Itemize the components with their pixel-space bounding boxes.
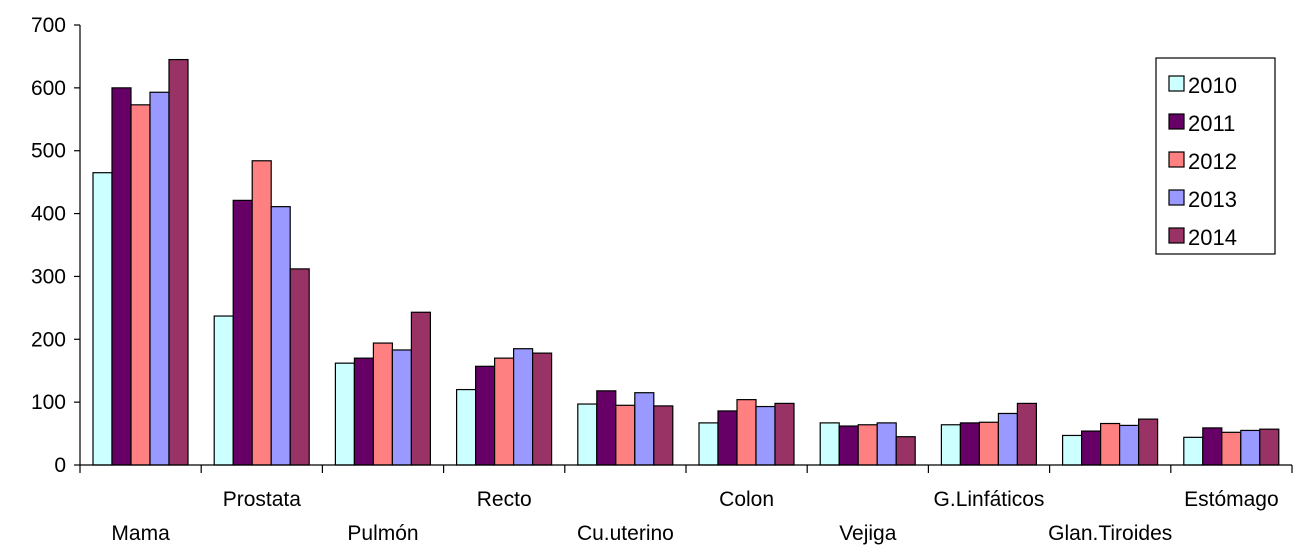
bar-2013-4	[634, 392, 655, 466]
category-label: Mama	[111, 522, 170, 545]
category-label: Vejiga	[839, 522, 897, 545]
y-tick-label: 500	[31, 140, 66, 163]
bar-2014-2	[410, 311, 431, 466]
bar-2011-4	[596, 390, 617, 466]
bar-2012-0	[130, 104, 151, 466]
legend-label-2014: 2014	[1188, 225, 1237, 250]
bar-2013-5	[755, 405, 776, 466]
bar-2012-3	[494, 357, 515, 466]
category-label: Colon	[719, 488, 774, 511]
bar-2011-5	[717, 410, 738, 466]
legend-swatch-2012	[1168, 151, 1185, 168]
bar-2014-0	[168, 58, 189, 466]
category-label: Glan.Tiroides	[1048, 522, 1172, 545]
bar-2014-8	[1137, 418, 1159, 466]
y-tick-label: 600	[31, 77, 66, 100]
bar-2013-3	[512, 348, 534, 466]
legend-label-2011: 2011	[1188, 111, 1235, 136]
bar-2014-6	[895, 436, 916, 466]
bar-2011-0	[111, 87, 132, 466]
bar-2012-1	[251, 160, 272, 466]
bar-2014-5	[774, 402, 795, 466]
bar-2010-2	[334, 362, 355, 466]
bar-2011-3	[475, 365, 496, 466]
bar-2013-9	[1240, 429, 1261, 466]
bar-2010-9	[1183, 436, 1204, 466]
bar-2011-6	[838, 425, 859, 466]
bar-2012-5	[736, 399, 757, 466]
bar-2012-6	[857, 424, 878, 466]
legend: 2010 2011 2012 2013 2014	[1155, 57, 1276, 255]
bar-2013-2	[391, 349, 412, 466]
legend-swatch-2010	[1168, 75, 1185, 92]
legend-label-2012: 2012	[1188, 149, 1237, 174]
bar-2014-3	[531, 352, 553, 466]
bar-2011-9	[1202, 427, 1223, 466]
bar-2014-9	[1259, 428, 1280, 466]
category-label: Cu.uterino	[577, 522, 674, 545]
category-label: Prostata	[223, 488, 302, 511]
bar-2013-0	[149, 91, 170, 466]
bar-2013-6	[876, 422, 897, 466]
bar-2010-3	[456, 388, 477, 466]
bar-2014-1	[289, 268, 310, 466]
category-label: Pulmón	[347, 522, 418, 545]
y-tick-label: 700	[31, 14, 66, 37]
bar-2011-8	[1080, 430, 1102, 466]
legend-swatch-2014	[1168, 227, 1185, 244]
bar-2014-4	[653, 405, 674, 466]
y-tick-label: 0	[54, 454, 66, 477]
bar-2011-7	[959, 422, 981, 466]
legend-label-2010: 2010	[1188, 73, 1237, 98]
bar-2010-5	[698, 422, 719, 466]
bar-2012-4	[615, 404, 636, 466]
bars-layer	[92, 58, 1280, 466]
y-tick-label: 100	[31, 391, 66, 414]
bar-2012-7	[978, 421, 1000, 466]
bar-2010-6	[819, 422, 840, 466]
legend-swatch-2011	[1168, 113, 1185, 130]
bar-2011-1	[232, 199, 253, 466]
bar-2013-1	[270, 206, 291, 466]
bar-2010-8	[1061, 434, 1083, 466]
bar-2010-1	[213, 315, 234, 466]
category-label: Recto	[477, 488, 532, 511]
legend-swatch-2013	[1168, 189, 1185, 206]
bar-2010-0	[92, 172, 113, 466]
bar-2010-4	[577, 403, 598, 466]
bar-2010-7	[940, 424, 962, 466]
category-label: G.Linfáticos	[934, 488, 1045, 511]
bar-2013-7	[997, 412, 1019, 466]
axes-layer	[74, 24, 1293, 473]
bar-2012-8	[1099, 422, 1121, 466]
y-tick-label: 400	[31, 203, 66, 226]
bar-2012-9	[1221, 431, 1242, 466]
bar-2011-2	[353, 357, 374, 466]
y-tick-label: 300	[31, 265, 66, 288]
y-tick-labels: 0 100 200 300 400 500 600 700	[31, 14, 66, 477]
legend-label-2013: 2013	[1188, 187, 1237, 212]
y-tick-label: 200	[31, 328, 66, 351]
category-labels: Mama Prostata Pulmón Recto Cu.uterino Colon Ve…	[111, 488, 1278, 545]
bar-2012-2	[372, 342, 393, 466]
bar-2014-7	[1016, 402, 1038, 466]
bar-2013-8	[1118, 424, 1140, 466]
category-label: Estómago	[1184, 488, 1279, 511]
